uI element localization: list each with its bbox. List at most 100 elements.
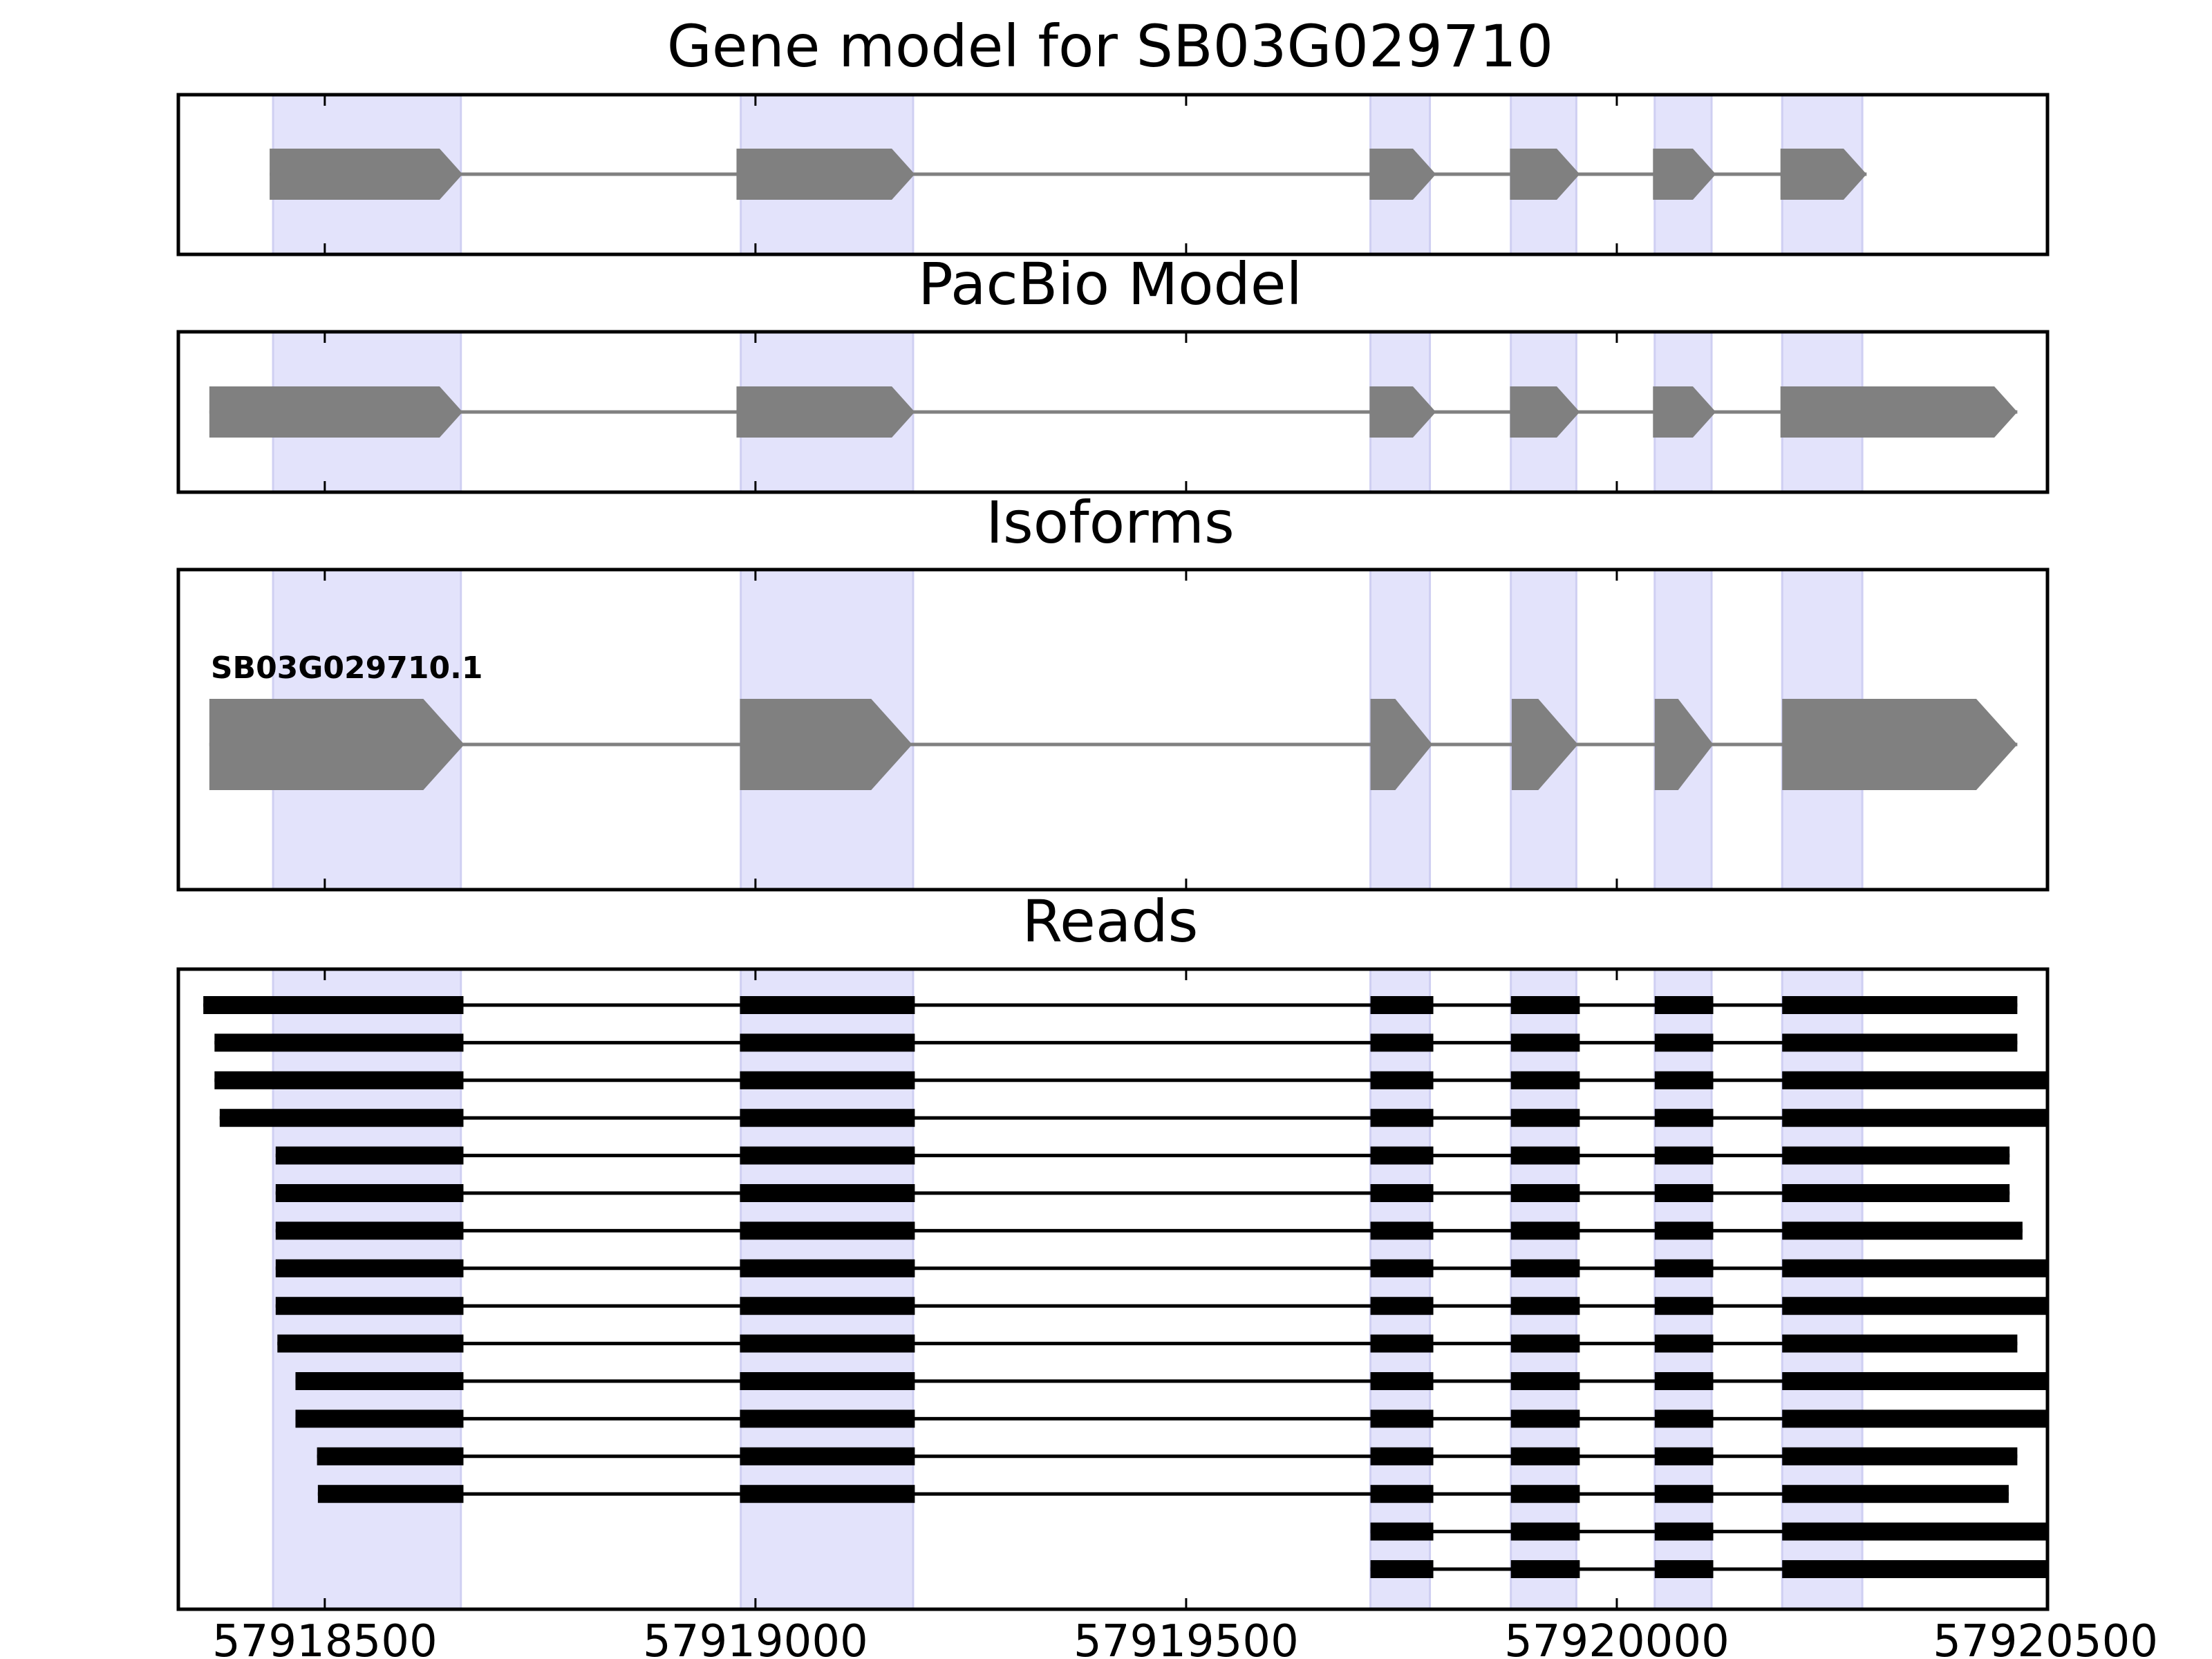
read-block <box>1654 1297 1714 1315</box>
read-row <box>317 1485 2009 1503</box>
read-block <box>1654 1485 1714 1503</box>
read-block <box>1370 1146 1434 1165</box>
exon-arrow <box>1370 699 1433 790</box>
read-block <box>317 1485 464 1503</box>
highlight-region <box>740 968 915 1611</box>
read-block <box>1782 1259 2047 1277</box>
read-row <box>1370 1560 2047 1578</box>
read-block <box>1510 996 1580 1014</box>
read-block <box>1654 1522 1714 1541</box>
read-block <box>1370 1071 1434 1089</box>
exon-arrow <box>1780 386 2018 438</box>
read-block <box>1370 1297 1434 1315</box>
read-block <box>1510 1071 1580 1089</box>
read-block <box>740 1297 915 1315</box>
read-block <box>1510 1297 1580 1315</box>
highlight-region <box>1510 968 1577 1611</box>
read-block <box>1782 1071 2047 1089</box>
exon-arrow <box>740 699 912 790</box>
pacbio-model-title: PacBio Model <box>918 250 1302 318</box>
read-block <box>1370 1109 1434 1127</box>
panel-frame <box>176 330 2050 494</box>
gene-model-panel: Gene model for SB03G029710 <box>176 12 2050 256</box>
exon-arrow <box>209 386 463 438</box>
read-row <box>317 1447 2018 1465</box>
read-row <box>214 1033 2018 1052</box>
read-block <box>1654 1146 1714 1165</box>
read-block <box>1654 1447 1714 1465</box>
read-block <box>295 1372 464 1390</box>
isoforms-title: Isoforms <box>986 489 1235 556</box>
read-block <box>1782 996 2018 1014</box>
highlight-region <box>1653 968 1713 1611</box>
read-block <box>1782 1297 2047 1315</box>
read-row <box>277 1334 2018 1353</box>
read-block <box>214 1033 464 1052</box>
read-block <box>1782 1560 2047 1578</box>
read-block <box>740 1071 915 1089</box>
read-block <box>1370 1485 1434 1503</box>
isoforms-panel: Isoforms SB03G029710.1 <box>176 489 2050 892</box>
read-block <box>1370 1334 1434 1353</box>
exon-arrow <box>270 149 463 200</box>
read-block <box>1782 1184 2010 1202</box>
read-block <box>1654 1409 1714 1428</box>
read-block <box>1654 1109 1714 1127</box>
read-block <box>1510 1184 1580 1202</box>
read-block <box>275 1259 464 1277</box>
read-block <box>1782 1109 2047 1127</box>
read-block <box>1370 1560 1434 1578</box>
read-block <box>1782 1146 2010 1165</box>
read-block <box>275 1184 464 1202</box>
exon-arrow <box>1369 386 1436 438</box>
read-block <box>1370 996 1434 1014</box>
exon-arrow <box>1653 149 1716 200</box>
read-block <box>214 1071 464 1089</box>
panel-frame <box>176 967 2050 1611</box>
read-block <box>295 1409 464 1428</box>
exon-arrow <box>1369 149 1436 200</box>
highlight-region <box>1369 968 1432 1611</box>
read-block <box>740 996 915 1014</box>
read-block <box>1654 1259 1714 1277</box>
read-block <box>1370 1372 1434 1390</box>
exon-arrow <box>1510 149 1580 200</box>
x-tick-label: 57919500 <box>1074 1616 1299 1659</box>
read-row <box>295 1409 2047 1428</box>
exon-arrow <box>209 699 465 790</box>
read-row <box>275 1297 2047 1315</box>
read-block <box>740 1447 915 1465</box>
read-row <box>1370 1522 2047 1541</box>
read-block <box>277 1334 464 1353</box>
read-block <box>740 1409 915 1428</box>
read-row <box>275 1259 2047 1277</box>
read-block <box>1782 1372 2047 1390</box>
read-block <box>1510 1447 1580 1465</box>
panel-frame <box>176 93 2050 256</box>
read-row <box>275 1184 2010 1202</box>
exon-arrow <box>736 149 915 200</box>
read-row <box>275 1221 2023 1240</box>
read-block <box>1510 1334 1580 1353</box>
read-block <box>740 1259 915 1277</box>
read-block <box>203 996 464 1014</box>
read-block <box>1370 1409 1434 1428</box>
exon-arrow <box>1780 149 1867 200</box>
read-block <box>740 1184 915 1202</box>
read-block <box>1510 1485 1580 1503</box>
read-block <box>740 1146 915 1165</box>
read-block <box>1782 1522 2047 1541</box>
pacbio-model-panel: PacBio Model <box>176 250 2050 494</box>
x-tick-label: 57920500 <box>1933 1616 2158 1659</box>
exon-arrow <box>1782 699 2018 790</box>
read-block <box>275 1146 464 1165</box>
read-block <box>1782 1485 2009 1503</box>
read-block <box>1782 1447 2018 1465</box>
exon-arrow <box>1653 386 1716 438</box>
read-block <box>1510 1146 1580 1165</box>
read-row <box>275 1146 2010 1165</box>
read-block <box>1510 1372 1580 1390</box>
read-block <box>1654 1372 1714 1390</box>
reads-panel: Reads <box>176 888 2050 1611</box>
